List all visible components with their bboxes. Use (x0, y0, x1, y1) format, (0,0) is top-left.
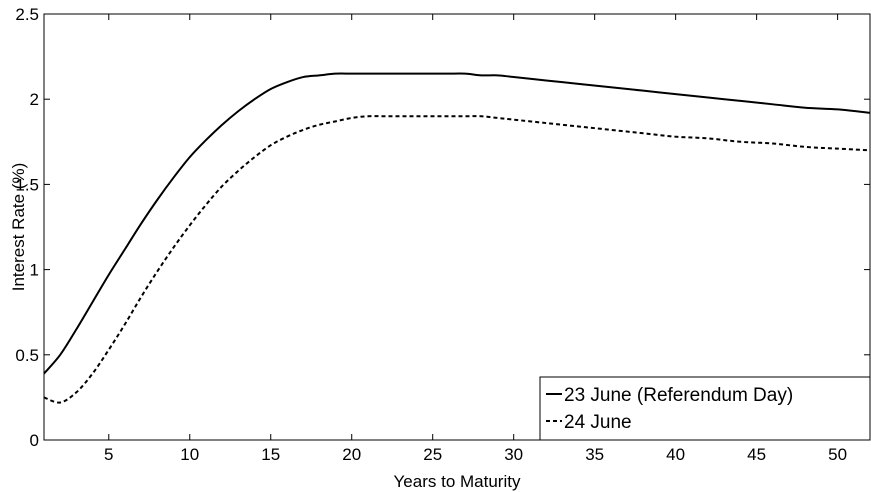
legend: 23 June (Referendum Day) 24 June (539, 376, 871, 441)
x-tick-label: 20 (342, 445, 361, 464)
series-line-1 (43, 72, 871, 375)
x-tick-label: 5 (104, 445, 113, 464)
x-axis-label: Years to Maturity (394, 472, 521, 491)
series-line-2 (43, 115, 871, 404)
plot-frame (43, 13, 871, 441)
x-tick-label: 40 (666, 445, 685, 464)
legend-label: 24 June (564, 412, 632, 433)
y-axis-label: Interest Rate (%) (9, 163, 28, 292)
y-tick-label: 2.5 (15, 5, 39, 24)
x-tick-label: 45 (747, 445, 766, 464)
y-tick-label: 0.5 (15, 346, 39, 365)
y-tick-label: 1.5 (15, 175, 39, 194)
x-tick-label: 25 (423, 445, 442, 464)
x-tick-label: 50 (828, 445, 847, 464)
x-axis-ticks: 5 10 15 20 25 30 35 40 45 50 (104, 14, 847, 464)
legend-box (539, 376, 871, 441)
legend-label: 23 June (Referendum Day) (564, 385, 793, 406)
x-tick-label: 10 (180, 445, 199, 464)
x-tick-label: 30 (504, 445, 523, 464)
plot-series (43, 72, 871, 404)
y-tick-label: 0 (30, 431, 39, 450)
y-tick-label: 2 (30, 90, 39, 109)
x-tick-label: 35 (585, 445, 604, 464)
y-tick-label: 1 (30, 261, 39, 280)
x-tick-label: 15 (261, 445, 280, 464)
y-axis-ticks: 0 0.5 1 1.5 2 2.5 (15, 5, 870, 450)
